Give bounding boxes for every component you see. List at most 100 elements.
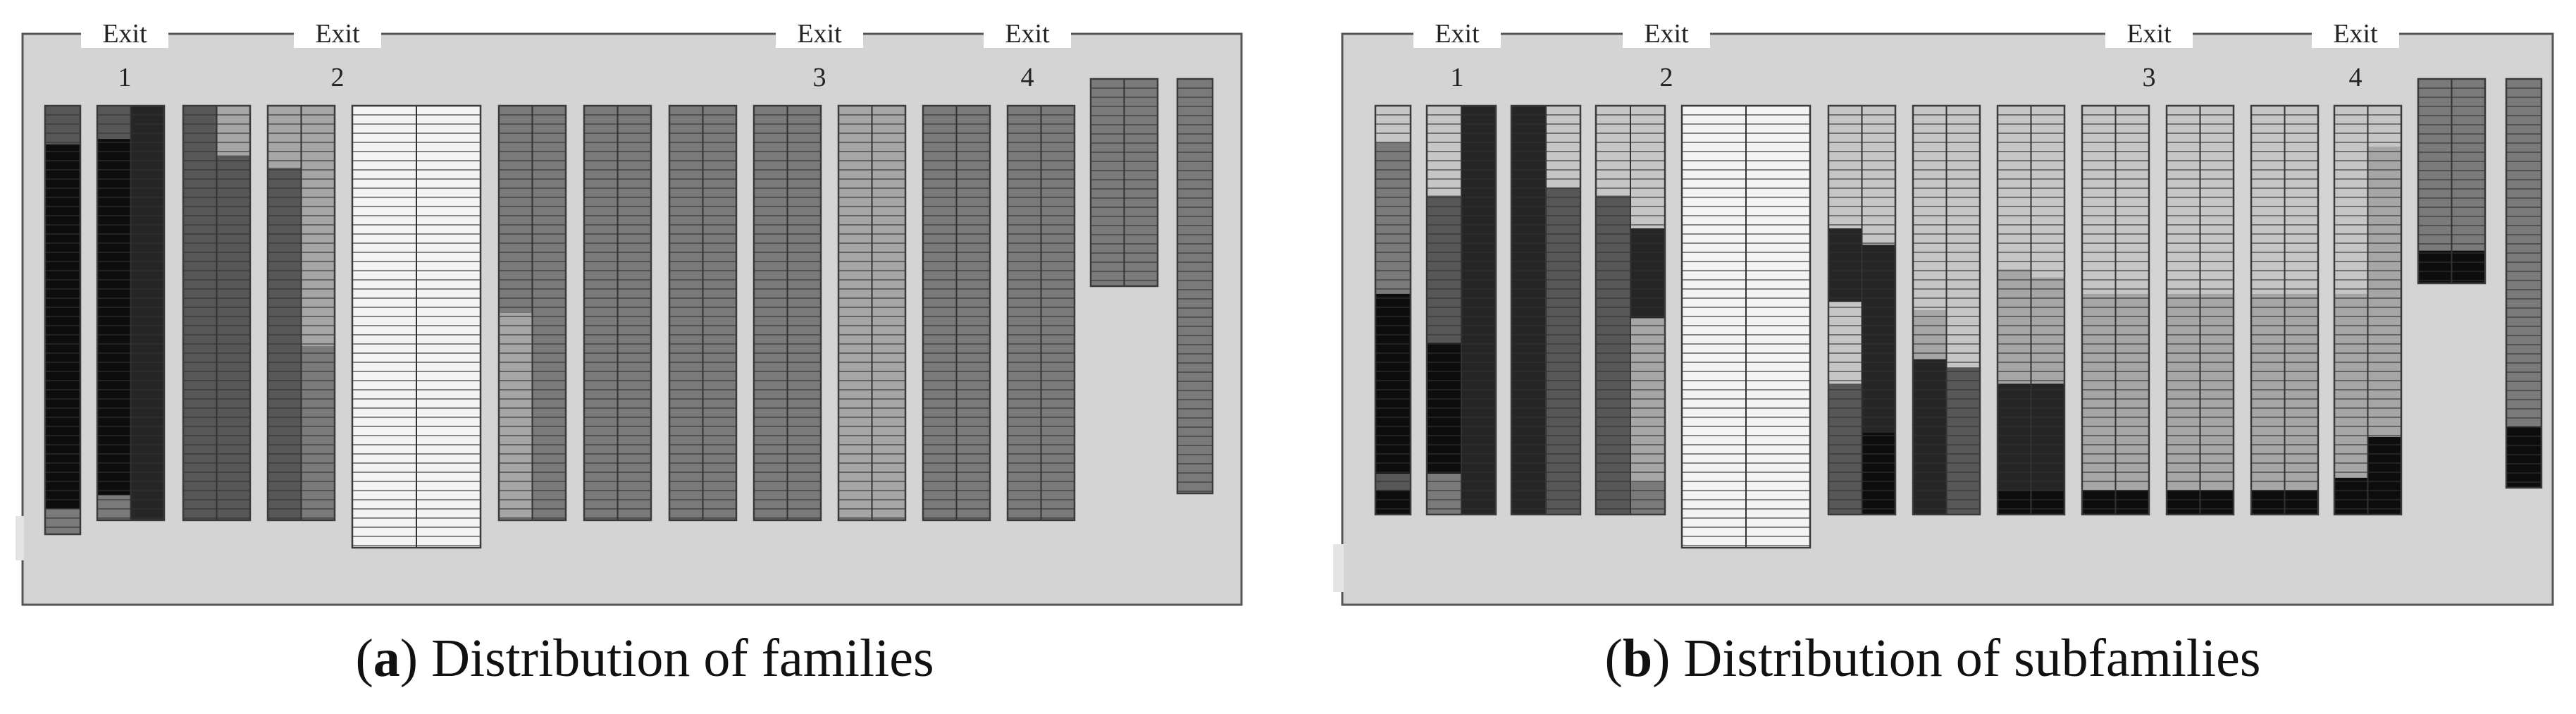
exit-label-gap — [294, 20, 381, 48]
rack-zone — [923, 106, 957, 520]
rack-zone — [2031, 277, 2064, 384]
rack-zone — [1828, 383, 1862, 515]
storage-rack — [351, 104, 482, 549]
storage-rack — [2250, 104, 2320, 516]
rack-outline — [2250, 104, 2320, 516]
rack-zone — [1946, 106, 1980, 368]
rack-zone — [2031, 106, 2064, 278]
rack-zone — [956, 106, 990, 520]
rack-zone — [2200, 490, 2234, 515]
rack-outline — [583, 104, 652, 522]
rack-zone — [1008, 106, 1041, 520]
rack-slot-lines — [1177, 87, 1213, 492]
rack-zone — [1177, 79, 1213, 493]
rack-zone — [1862, 245, 1895, 433]
storage-rack — [2333, 104, 2403, 516]
rack-zone — [1427, 474, 1461, 515]
rack-outline — [1425, 104, 1497, 516]
rack-zone — [1862, 433, 1895, 515]
caption-b: (b) Distribution of subfamilies — [1604, 629, 2261, 688]
exit-label-gap — [1413, 20, 1501, 48]
exit-number: 1 — [1451, 63, 1464, 92]
exit-label-gap — [81, 20, 168, 48]
rack-outline — [1510, 104, 1582, 516]
storage-rack — [583, 104, 652, 522]
rack-zone — [2082, 490, 2116, 515]
rack-zone — [2334, 106, 2368, 294]
storage-rack — [1006, 104, 1076, 522]
exit-label: Exit — [2333, 19, 2378, 49]
exit-number: 2 — [1660, 63, 1673, 92]
rack-zone — [584, 106, 618, 520]
storage-rack — [1912, 104, 1981, 516]
rack-outline — [1089, 78, 1159, 288]
rack-zone — [2451, 79, 2485, 251]
exit-label: Exit — [1005, 19, 1050, 49]
storage-rack — [922, 104, 991, 522]
rack-zone — [1461, 106, 1496, 515]
rack-zone — [1427, 195, 1461, 343]
rack-outline — [2165, 104, 2235, 516]
storage-rack — [96, 104, 166, 522]
caption-b-text: Distribution of subfamilies — [1683, 629, 2261, 688]
rack-zone — [97, 106, 131, 140]
storage-rack — [182, 104, 252, 522]
rack-zone — [1375, 490, 1411, 515]
rack-zone — [669, 106, 703, 520]
rack-zone — [1828, 302, 1862, 384]
storage-rack — [1827, 104, 1897, 516]
rack-outline — [753, 104, 822, 522]
rack-zone — [130, 106, 164, 520]
rack-zone — [97, 139, 131, 496]
exit-label: Exit — [315, 19, 360, 49]
rack-zone — [45, 508, 80, 534]
exit-label-gap — [776, 20, 863, 48]
rack-zone — [1998, 106, 2031, 269]
storage-rack — [1996, 104, 2066, 516]
rack-zone — [532, 106, 566, 520]
frame-notch — [1333, 544, 1344, 592]
rack-zone — [1124, 79, 1158, 286]
exit-label: Exit — [797, 19, 842, 49]
rack-zone — [2367, 436, 2401, 515]
storage-rack — [1510, 104, 1582, 516]
rack-zone — [2115, 293, 2149, 491]
rack-zone — [2167, 490, 2200, 515]
rack-outline — [1006, 104, 1076, 522]
exit-number: 3 — [813, 63, 826, 92]
rack-slot-lines — [45, 114, 80, 528]
rack-zone — [2082, 106, 2116, 294]
rack-zone — [45, 144, 80, 509]
rack-zone — [2367, 106, 2401, 147]
rack-zone — [2031, 383, 2064, 491]
storage-rack — [1425, 104, 1497, 516]
rack-zone — [499, 313, 533, 520]
rack-zone — [2167, 293, 2200, 491]
rack-outline — [2417, 78, 2487, 285]
rack-zone — [97, 495, 131, 520]
rack-zone — [2251, 293, 2285, 491]
caption-b-letter: b — [1622, 629, 1653, 688]
exit-label: Exit — [2126, 19, 2172, 49]
panel-a: Exit 1 Exit 2 Exit 3 Exit 4 — [16, 19, 1243, 606]
rack-zone — [301, 346, 335, 520]
rack-zone — [1511, 106, 1546, 515]
caption-a: (a) Distribution of families — [355, 629, 934, 688]
storage-rack — [2081, 104, 2150, 516]
storage-rack — [497, 104, 567, 522]
rack-zone — [1998, 383, 2031, 491]
rack-outline — [837, 104, 907, 522]
storage-rack — [2417, 78, 2487, 285]
rack-outline — [1176, 78, 1214, 495]
rack-outline — [96, 104, 166, 522]
rack-zone — [301, 106, 335, 347]
rack-outline — [44, 104, 82, 536]
rack-zone — [2031, 490, 2064, 515]
storage-rack — [44, 104, 82, 536]
rack-zone — [268, 106, 302, 168]
storage-rack — [1176, 78, 1214, 495]
exit-label: Exit — [1644, 19, 1689, 49]
caption-a-text: Distribution of families — [431, 629, 934, 688]
rack-zone — [2451, 250, 2485, 283]
rack-zone — [1596, 195, 1630, 515]
